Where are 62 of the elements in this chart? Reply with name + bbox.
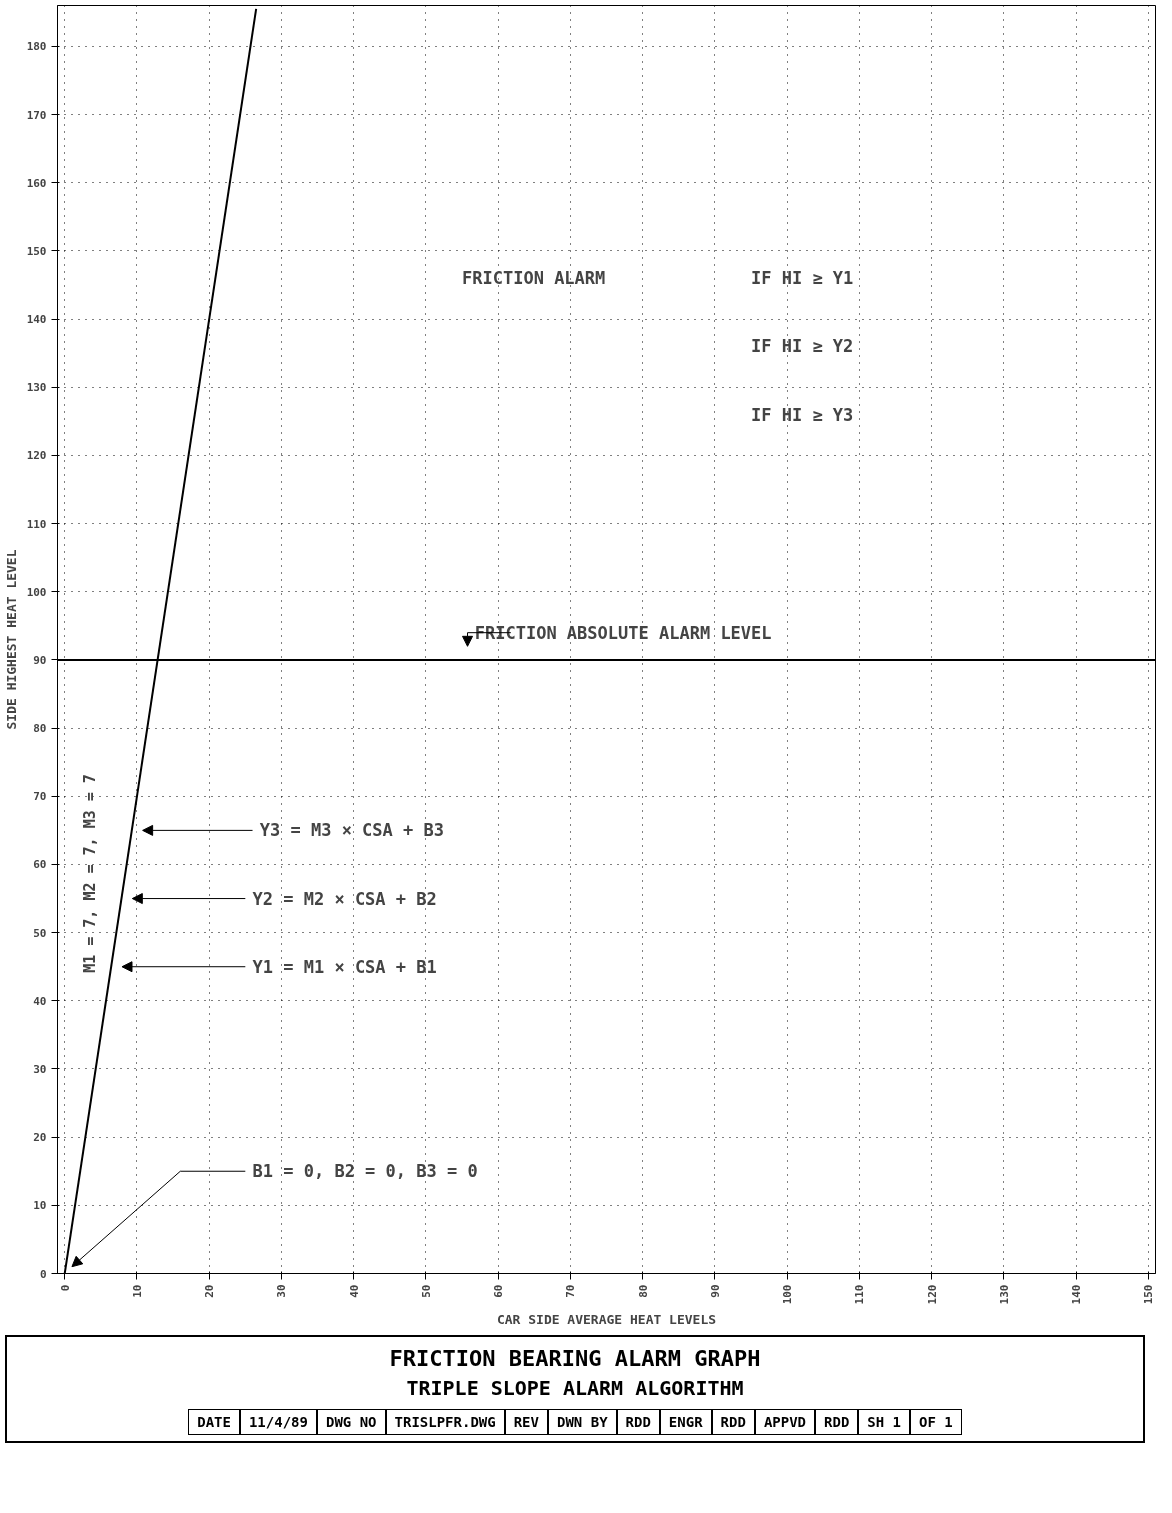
x-tick-label: 40	[347, 1284, 361, 1298]
y-tick-label: 110	[26, 517, 47, 531]
x-tick-label: 130	[997, 1284, 1011, 1305]
y-tick-label: 50	[33, 926, 47, 940]
y-tick-label: 160	[26, 176, 47, 190]
legend-label: FRICTION ABSOLUTE ALARM LEVEL	[474, 622, 772, 643]
y-tick-label: 30	[33, 1062, 47, 1076]
annotation: Y2 = M2 × CSA + B2	[252, 888, 437, 909]
text: SH 1	[858, 1408, 911, 1435]
text: FRICTION BEARING ALARM GRAPH	[388, 1345, 762, 1373]
text: RDD	[616, 1408, 660, 1435]
y-axis-title: SIDE HIGHEST HEAT LEVEL	[3, 549, 19, 730]
x-tick-label: 150	[1142, 1284, 1156, 1305]
text: RDD	[815, 1408, 859, 1435]
annotation: IF HI ≥ Y1	[750, 268, 854, 289]
y-tick-label: 130	[26, 381, 47, 395]
annotation: B1 = 0, B2 = 0, B3 = 0	[252, 1161, 478, 1182]
y-tick-label: 140	[26, 313, 47, 327]
x-tick-label: 20	[203, 1284, 217, 1298]
x-tick-label: 30	[275, 1284, 289, 1298]
annotation: IF HI ≥ Y2	[750, 336, 854, 357]
annotation: Y3 = M3 × CSA + B3	[259, 820, 444, 841]
x-tick-label: 70	[564, 1284, 578, 1298]
y-tick-label: 120	[26, 449, 47, 463]
text: RDD	[711, 1408, 755, 1435]
x-tick-label: 100	[781, 1284, 795, 1305]
annotation: M1 = 7, M2 = 7, M3 = 7	[81, 774, 100, 973]
text: ENGR	[659, 1408, 712, 1435]
x-tick-label: 60	[492, 1284, 506, 1298]
y-tick-label: 80	[33, 722, 47, 736]
annotation: FRICTION ALARM	[462, 268, 606, 289]
y-tick-label: 10	[33, 1199, 47, 1213]
x-axis-title: CAR SIDE AVERAGE HEAT LEVELS	[496, 1312, 717, 1328]
x-tick-label: 140	[1070, 1284, 1084, 1305]
x-tick-label: 50	[419, 1284, 433, 1298]
x-tick-label: 110	[853, 1284, 867, 1305]
text: REV	[504, 1408, 548, 1435]
y-tick-label: 60	[33, 858, 47, 872]
text: TRIPLE SLOPE ALARM ALGORITHM	[405, 1375, 745, 1403]
y-tick-label: 70	[33, 790, 47, 804]
y-tick-label: 100	[26, 585, 47, 599]
text: DWG NO	[316, 1408, 386, 1435]
y-tick-label: 180	[26, 40, 47, 54]
text: DWN BY	[547, 1408, 617, 1435]
x-tick-label: 0	[58, 1284, 72, 1292]
annotation: Y1 = M1 × CSA + B1	[252, 956, 437, 977]
x-tick-label: 80	[636, 1284, 650, 1298]
y-tick-label: 0	[39, 1267, 47, 1281]
x-tick-label: 10	[130, 1284, 144, 1298]
annotation: IF HI ≥ Y3	[750, 404, 854, 425]
y-tick-label: 150	[26, 244, 47, 258]
y-tick-label: 20	[33, 1131, 47, 1145]
y-tick-label: 40	[33, 994, 47, 1008]
text: APPVD	[754, 1408, 816, 1435]
text: DATE	[188, 1408, 240, 1435]
text: 11/4/89	[239, 1408, 317, 1435]
y-tick-label: 170	[26, 108, 47, 122]
text: OF 1	[910, 1408, 962, 1435]
x-tick-label: 90	[708, 1284, 722, 1298]
text: TRISLPFR.DWG	[385, 1408, 505, 1435]
y-tick-label: 90	[33, 653, 47, 667]
x-tick-label: 120	[925, 1284, 939, 1305]
